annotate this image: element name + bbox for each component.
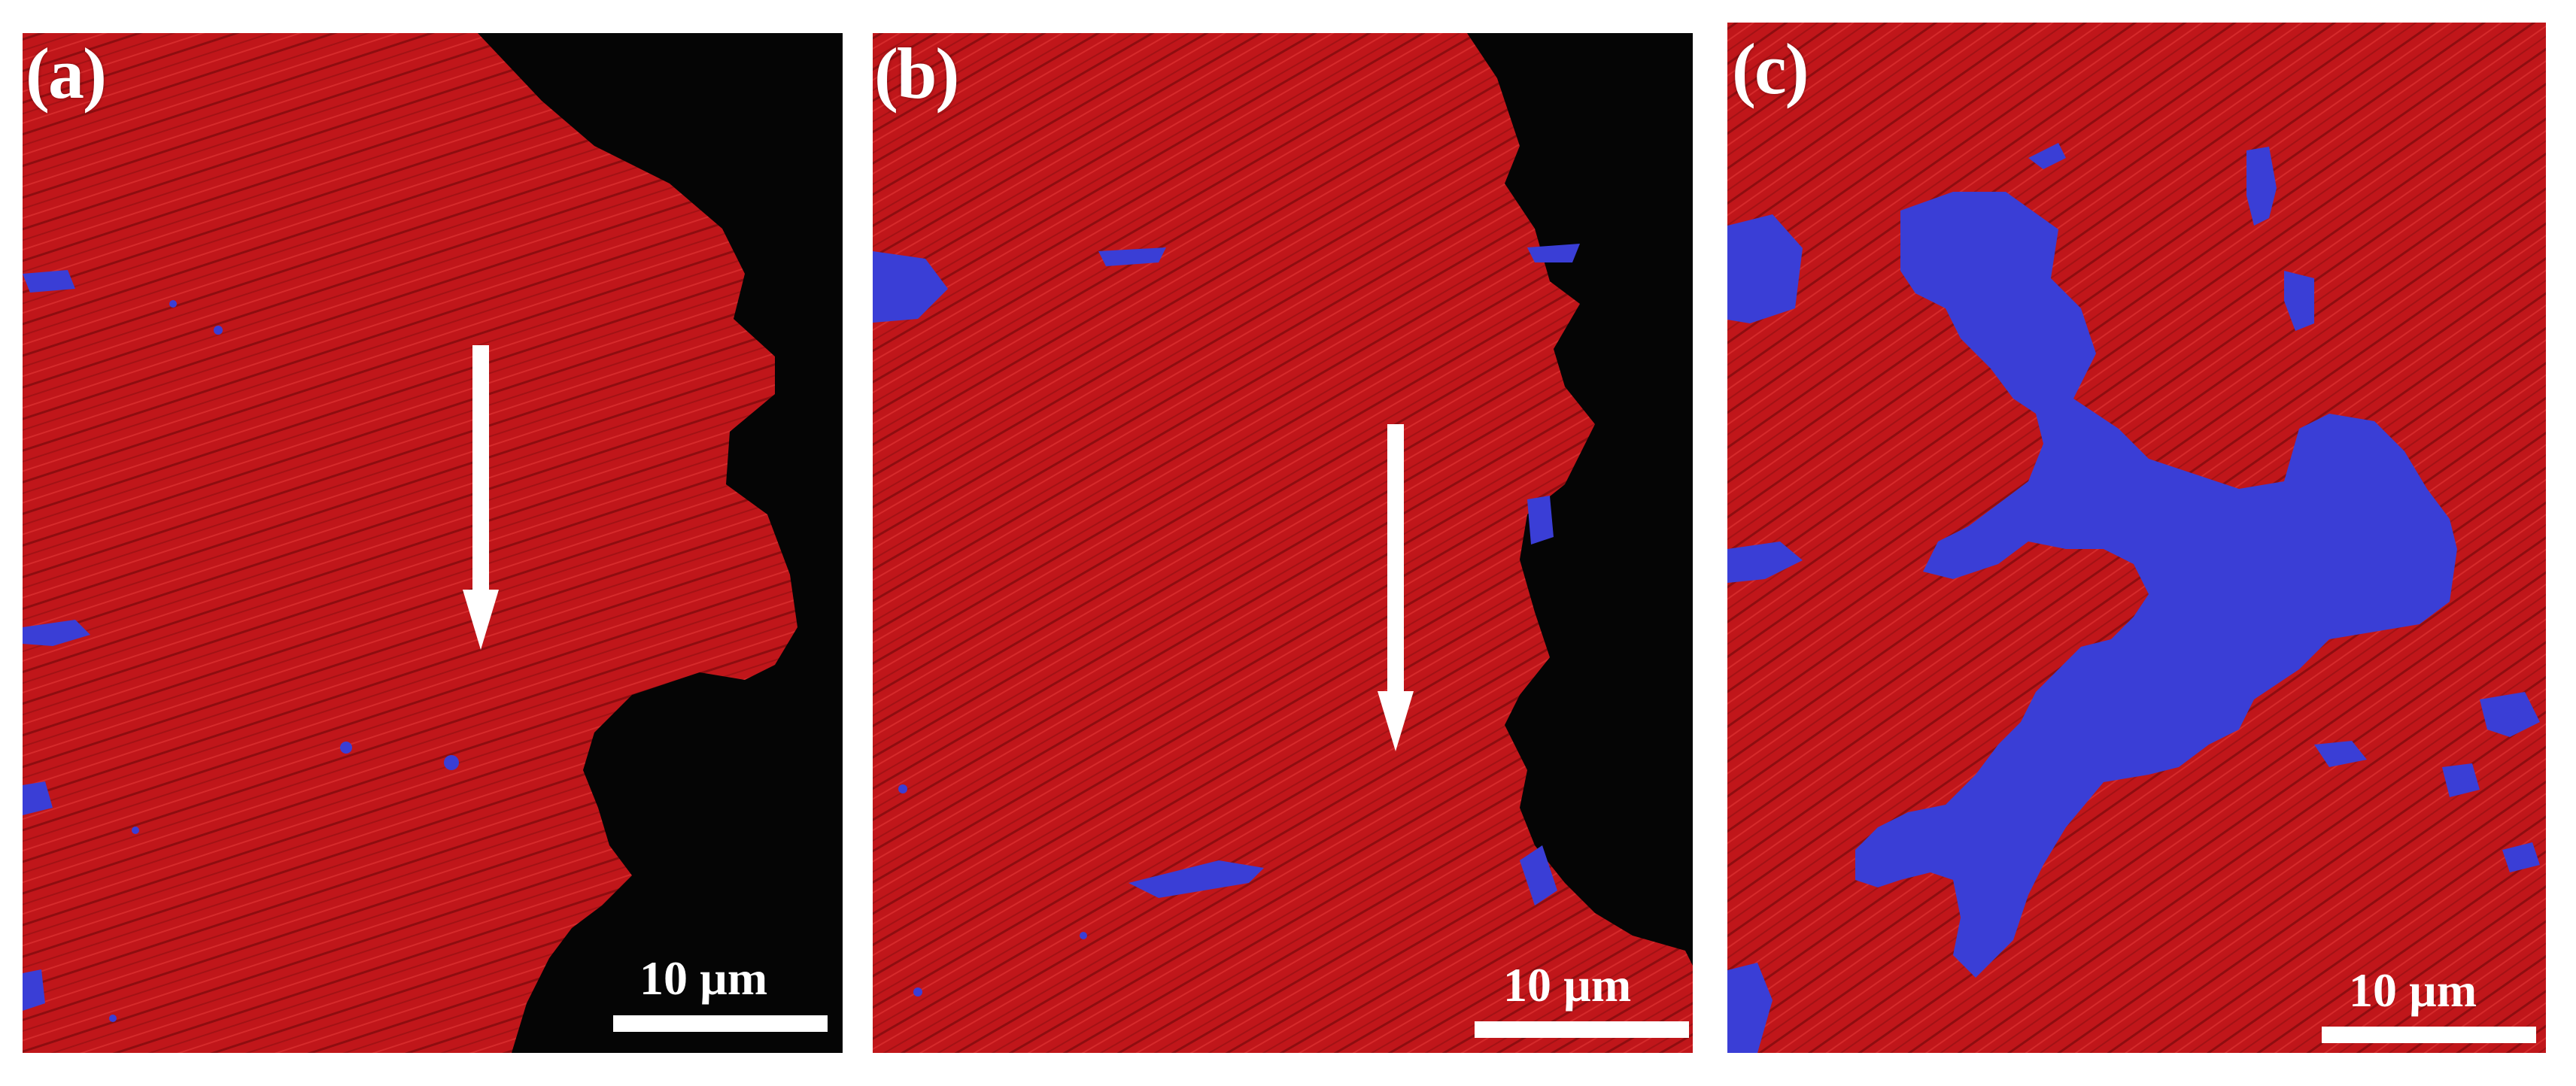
panel-b-red-region <box>873 33 1693 1053</box>
panel-a-red-region <box>23 33 797 1053</box>
panel-b-scale-label: 10 µm <box>1503 958 1632 1012</box>
panel-a-label: (a) <box>26 33 107 114</box>
panel-c-phase-map <box>1727 23 2546 1053</box>
panel-b-scale-bar <box>1475 1021 1689 1038</box>
panel-a-blue-specks <box>23 270 459 1022</box>
panel-a-phase-map <box>23 33 843 1053</box>
panel-b-arrow-icon <box>1378 424 1414 751</box>
panel-c-scale-bar <box>2322 1027 2536 1043</box>
panel-c: (c) 10 µm <box>1727 23 2546 1053</box>
panel-b-blue-specks <box>873 244 1580 997</box>
panel-a-arrow-icon <box>463 345 499 650</box>
panel-c-scale-label: 10 µm <box>2349 963 2477 1017</box>
panel-c-blue-phase <box>1727 143 2540 1053</box>
panel-a: (a) 10 µm <box>23 33 843 1053</box>
panel-b-phase-map <box>873 33 1693 1053</box>
panel-b: (b) 10 µm <box>873 33 1693 1053</box>
panel-a-scale-bar <box>613 1015 828 1032</box>
panel-b-label: (b) <box>874 33 959 114</box>
panel-c-label: (c) <box>1732 29 1809 109</box>
panel-a-scale-label: 10 µm <box>639 951 768 1005</box>
